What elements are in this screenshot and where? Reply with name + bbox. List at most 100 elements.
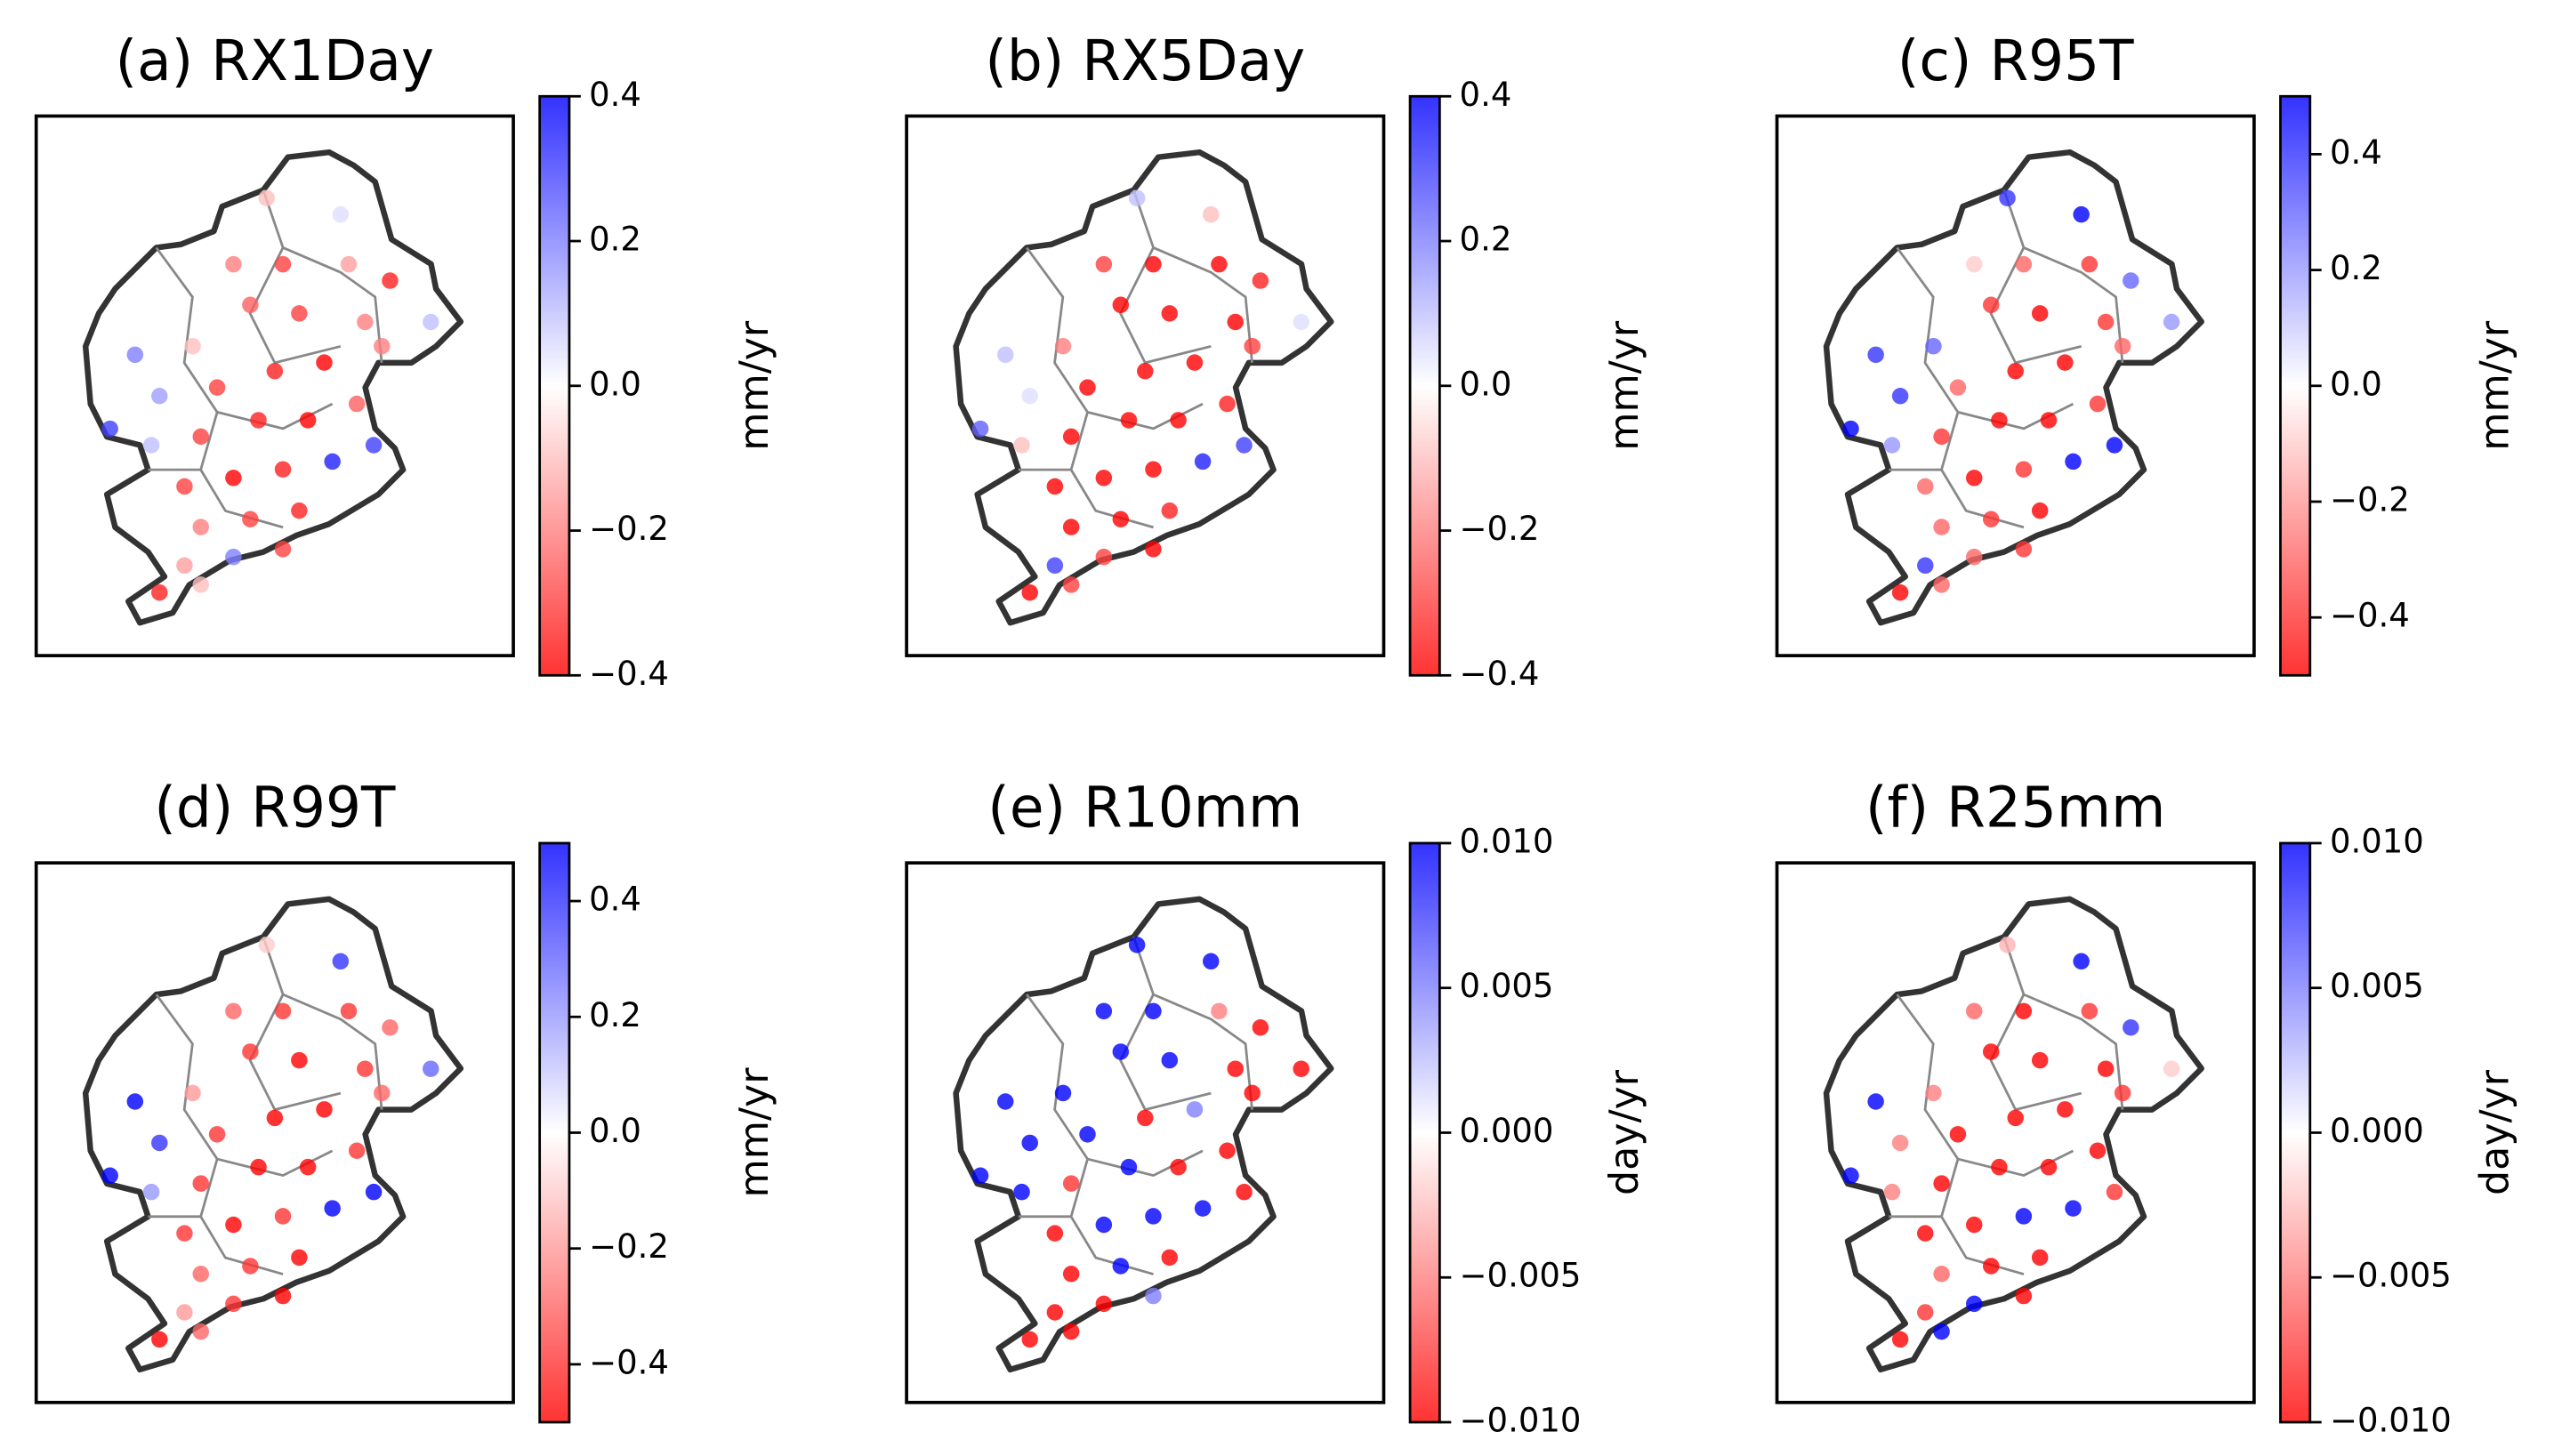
colorbar-tick-label: −0.2 — [589, 1227, 669, 1266]
station-point — [996, 1093, 1014, 1110]
station-point — [1252, 1019, 1269, 1036]
station-point — [242, 296, 259, 314]
station-point — [192, 576, 210, 593]
colorbar-tick-label: 0.000 — [1460, 1112, 1554, 1150]
station-point — [1046, 1304, 1064, 1321]
station-point — [1965, 1216, 1983, 1234]
station-point — [192, 1323, 210, 1340]
station-point — [2031, 1051, 2049, 1069]
station-point — [1982, 1258, 2000, 1275]
station-point — [2081, 1002, 2099, 1020]
station-point — [1112, 1043, 1130, 1060]
station-point — [316, 1101, 333, 1118]
station-point — [1079, 1126, 1096, 1143]
colorbar-tick-label: −0.4 — [2330, 597, 2410, 635]
station-point — [1194, 1200, 1212, 1217]
station-point — [1054, 337, 1072, 355]
station-point — [423, 1060, 439, 1077]
station-point — [1202, 953, 1220, 970]
station-point — [1046, 1225, 1064, 1242]
station-point — [324, 1200, 341, 1217]
station-point — [151, 1134, 168, 1152]
station-point — [1046, 557, 1064, 575]
station-point — [1965, 548, 1983, 566]
station-point — [1999, 189, 2016, 206]
station-point — [184, 337, 201, 355]
station-point — [996, 346, 1014, 364]
station-point — [365, 1183, 383, 1201]
station-point — [1211, 1002, 1228, 1020]
colorbar-tick-label: 0.2 — [2330, 249, 2382, 287]
station-point — [2089, 395, 2107, 413]
station-point — [242, 1258, 259, 1275]
map-frame — [1775, 861, 2256, 1404]
colorbar-label: mm/yr — [732, 1067, 777, 1198]
station-point — [1991, 412, 2008, 429]
colorbar-tick-label: −0.010 — [2330, 1402, 2452, 1440]
station-point — [142, 1183, 160, 1201]
station-point — [176, 478, 193, 495]
station-point — [192, 1175, 210, 1192]
map-frame — [34, 861, 515, 1404]
colorbar-tick-label: 0.4 — [1460, 76, 1512, 114]
station-point — [208, 1126, 226, 1143]
station-point — [274, 461, 292, 478]
station-point — [2123, 1019, 2139, 1036]
station-point — [1161, 502, 1179, 519]
station-point — [1145, 255, 1162, 273]
colorbar-tick-label: −0.2 — [2330, 481, 2410, 519]
station-point — [324, 453, 341, 471]
station-point — [1062, 576, 1080, 593]
station-point — [1170, 1158, 1187, 1176]
station-point — [1933, 1175, 1950, 1192]
station-point — [357, 1060, 374, 1077]
station-point — [2007, 1109, 2024, 1127]
map-frame — [34, 114, 515, 657]
station-point — [291, 502, 308, 519]
station-point — [2031, 305, 2049, 322]
station-point — [1949, 1126, 1967, 1143]
station-point — [316, 354, 333, 371]
panel-title: (b) RX5Day — [985, 28, 1305, 93]
station-point — [382, 272, 399, 289]
colorbar-tick-label: 0.010 — [1460, 822, 1554, 860]
station-point — [1161, 305, 1179, 322]
colorbar-tick-label: −0.4 — [589, 655, 669, 693]
station-point — [1917, 1304, 1934, 1321]
station-point — [1137, 362, 1154, 380]
station-point — [374, 337, 391, 355]
station-point — [176, 1304, 193, 1321]
colorbar-label: mm/yr — [2473, 320, 2518, 451]
station-point — [1982, 511, 2000, 527]
station-point — [1186, 354, 1204, 371]
station-point — [1211, 255, 1228, 273]
station-point — [1021, 1331, 1038, 1348]
station-point — [1965, 470, 1983, 487]
colorbar — [538, 841, 571, 1424]
station-point — [184, 1084, 201, 1102]
station-point — [1883, 1183, 1901, 1201]
station-point — [423, 313, 439, 331]
station-point — [2106, 1183, 2123, 1201]
colorbar-tick-label: −0.2 — [1460, 510, 1540, 548]
station-point — [2097, 1060, 2115, 1077]
station-point — [1965, 255, 1983, 273]
station-point — [291, 1051, 308, 1069]
panel: (a) RX1Day −0.4 −0.2 0.0 0.2 0.4 mm/yr — [34, 28, 777, 693]
station-point — [2057, 1101, 2074, 1118]
station-point — [176, 557, 193, 575]
station-point — [2097, 313, 2115, 331]
colorbar-label: mm/yr — [1602, 320, 1648, 451]
map-frame — [905, 861, 1386, 1404]
station-point — [1965, 1295, 1983, 1313]
colorbar-label: day/yr — [2473, 1069, 2518, 1195]
station-point — [1949, 379, 1967, 396]
station-point — [971, 1167, 989, 1185]
station-point — [2073, 205, 2090, 223]
station-point — [142, 437, 160, 454]
colorbar-tick-label: 0.005 — [1460, 967, 1554, 1005]
colorbar-tick-label: 0.010 — [2330, 822, 2424, 860]
colorbar — [1408, 94, 1441, 677]
station-point — [348, 1142, 366, 1159]
station-point — [2015, 1208, 2033, 1225]
